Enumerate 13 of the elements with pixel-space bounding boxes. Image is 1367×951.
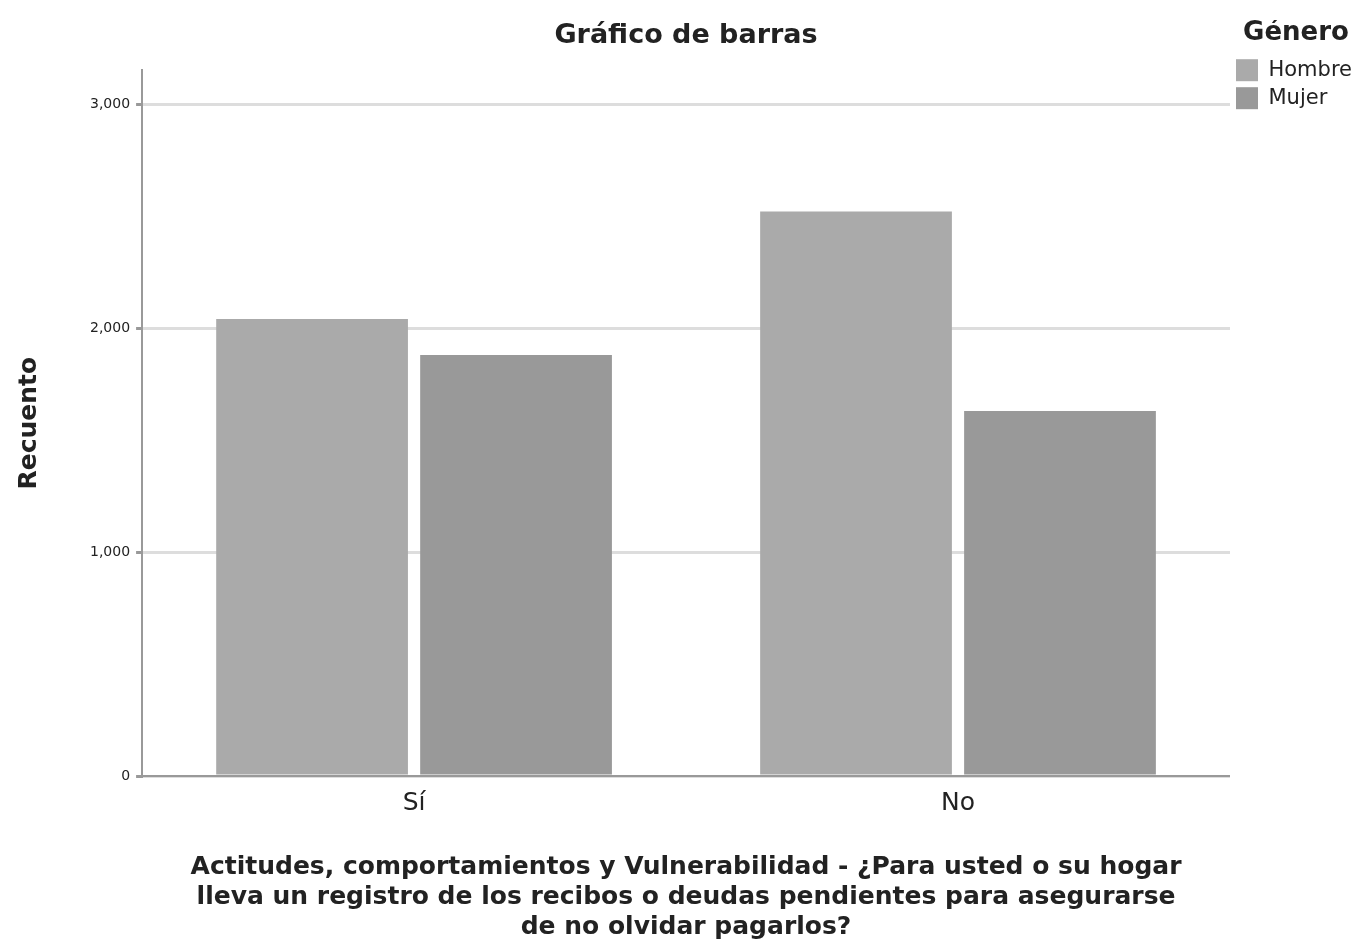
y-tick-label: 1,000 <box>89 542 131 559</box>
y-tick-label: 2,000 <box>89 318 131 335</box>
chart-title: Gráfico de barras <box>554 18 818 50</box>
y-tick-label: 0 <box>121 766 131 783</box>
x-tick-label: No <box>941 786 976 816</box>
legend-label: Mujer <box>1268 84 1328 109</box>
y-tick-label: 3,000 <box>89 94 131 111</box>
x-tick-label: Sí <box>402 786 427 816</box>
legend-label: Hombre <box>1268 56 1353 81</box>
bar <box>216 319 408 775</box>
y-axis-title: Recuento <box>12 356 42 490</box>
bar <box>760 211 952 775</box>
x-axis-title: Actitudes, comportamientos y Vulnerabilidad - ¿Para usted o su hogar lleva un registro de los recibos o deudas pendientes para asegurarse de no olvidar pagarlos? <box>190 850 1183 940</box>
